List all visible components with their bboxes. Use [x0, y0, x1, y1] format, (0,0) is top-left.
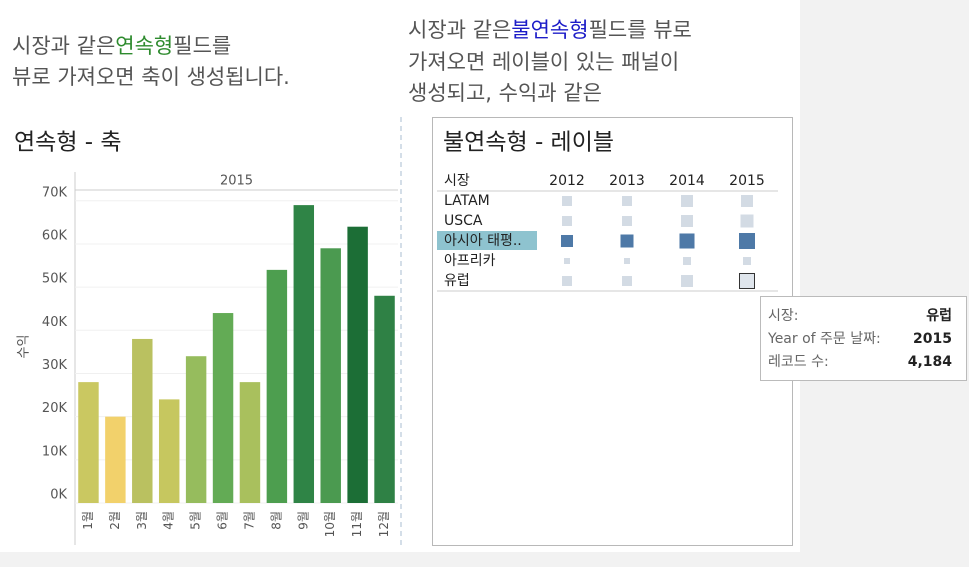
size-mark	[561, 195, 573, 207]
size-mark	[620, 234, 634, 248]
x-tick-label: 12월	[377, 511, 391, 537]
caption-highlight: 연속형	[115, 34, 173, 58]
x-tick-label: 1월	[81, 511, 95, 530]
x-tick-label: 2월	[108, 511, 122, 530]
size-mark	[743, 257, 751, 265]
caption-text: 필드를 뷰로	[589, 18, 692, 42]
size-mark	[621, 215, 633, 227]
bar	[320, 248, 341, 503]
column-header: 2014	[669, 173, 705, 189]
bar	[78, 382, 99, 503]
size-mark	[621, 195, 633, 207]
size-mark	[563, 257, 571, 265]
x-tick-label: 6월	[216, 511, 230, 530]
row-label: 아시아 태평..	[444, 233, 522, 249]
size-mark	[560, 234, 574, 248]
tooltip-value: 유럽	[926, 308, 952, 324]
x-tick-label: 5월	[189, 511, 203, 530]
y-axis-label: 수익	[17, 335, 32, 359]
size-mark	[680, 214, 694, 228]
size-mark	[623, 257, 631, 265]
size-mark	[680, 194, 694, 208]
row-label: 아프리카	[444, 253, 496, 269]
tooltip-value: 2015	[913, 331, 952, 347]
column-header: 2015	[729, 173, 765, 189]
y-tick-label: 10K	[42, 444, 68, 459]
size-mark	[683, 257, 691, 265]
y-tick-label: 0K	[50, 488, 67, 503]
bar	[347, 226, 368, 504]
y-tick-label: 20K	[42, 401, 68, 416]
size-mark	[739, 233, 755, 249]
row-label: LATAM	[444, 193, 490, 209]
bar	[158, 399, 180, 503]
bar	[212, 313, 234, 503]
size-mark	[738, 272, 756, 290]
x-tick-label: 11월	[350, 511, 364, 537]
bar	[105, 416, 126, 503]
x-tick-label: 10월	[323, 511, 337, 537]
row-highlight	[437, 231, 537, 250]
y-tick-label: 50K	[42, 272, 68, 287]
bar	[374, 295, 395, 503]
column-header: 2013	[609, 173, 645, 189]
row-header: 시장	[444, 173, 470, 189]
bar	[185, 356, 207, 503]
size-mark	[740, 214, 754, 228]
bar	[293, 205, 315, 503]
tooltip	[760, 296, 967, 381]
tooltip-label: 레코드 수:	[768, 354, 829, 370]
size-mark	[680, 274, 694, 288]
caption-right: 시장과 같은불연속형필드를 뷰로	[408, 18, 692, 42]
size-mark	[679, 233, 695, 249]
chart-title: 연속형 - 축	[14, 130, 122, 156]
table-title: 불연속형 - 레이블	[443, 130, 614, 156]
x-tick-label: 9월	[296, 511, 310, 530]
x-tick-label: 7월	[242, 511, 256, 530]
row-label: USCA	[444, 213, 483, 229]
size-mark	[561, 215, 573, 227]
caption-left-line2: 뷰로 가져오면 축이 생성됩니다.	[12, 65, 290, 89]
caption-right-line3: 생성되고, 수익과 같은	[408, 81, 602, 105]
caption-text: 필드를	[173, 34, 231, 58]
size-mark	[561, 275, 573, 287]
bar	[239, 382, 261, 503]
bar	[132, 338, 153, 503]
x-tick-label: 4월	[162, 511, 176, 530]
column-header: 2012	[549, 173, 585, 189]
x-tick-label: 3월	[135, 511, 149, 530]
caption-left: 시장과 같은연속형필드를	[12, 34, 231, 58]
caption-right-line2: 가져오면 레이블이 있는 패널이	[408, 50, 679, 74]
row-label: 유럽	[444, 273, 470, 289]
caption-highlight: 불연속형	[511, 18, 588, 42]
tooltip-label: 시장:	[768, 308, 798, 324]
y-tick-label: 60K	[42, 228, 68, 243]
tooltip-label: Year of 주문 날짜:	[767, 331, 881, 347]
panel-header: 2015	[220, 174, 253, 189]
bar	[266, 269, 288, 503]
y-tick-label: 70K	[42, 185, 68, 200]
caption-text: 시장과 같은	[12, 34, 115, 58]
size-mark	[740, 194, 754, 208]
tooltip-value: 4,184	[908, 354, 953, 370]
size-mark	[621, 275, 633, 287]
y-tick-label: 30K	[42, 358, 68, 373]
x-tick-label: 8월	[269, 511, 283, 530]
y-tick-label: 40K	[42, 315, 68, 330]
caption-text: 시장과 같은	[408, 18, 511, 42]
